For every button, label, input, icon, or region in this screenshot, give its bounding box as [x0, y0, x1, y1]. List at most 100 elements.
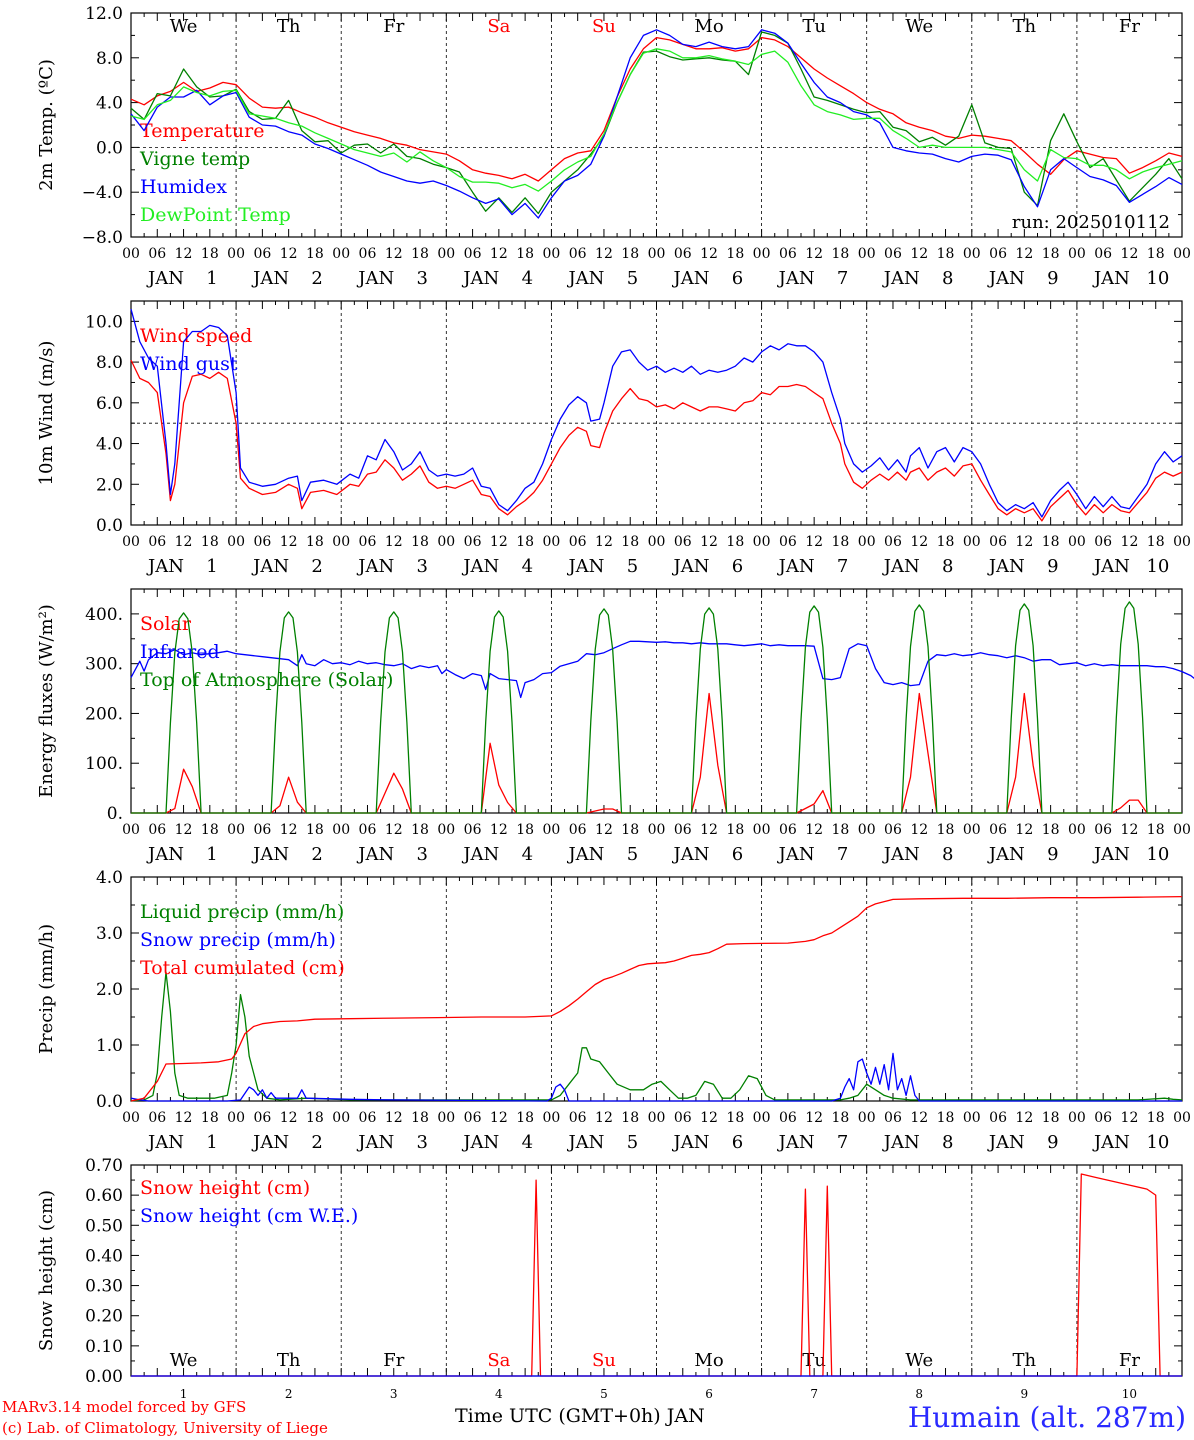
hour-tick-label: 06 [464, 246, 482, 262]
date-label-month: JAN [146, 1132, 184, 1153]
hour-tick-label: 06 [148, 246, 166, 262]
hour-tick-label: 12 [385, 1110, 403, 1126]
y-tick-label: 6.0 [96, 394, 123, 414]
hour-tick-label: 18 [306, 822, 324, 838]
date-label-day: 9 [1047, 844, 1058, 865]
date-label-day: 9 [1047, 1132, 1058, 1153]
day-number-label: 8 [915, 1387, 923, 1401]
date-label-day: 2 [311, 1132, 322, 1153]
hour-tick-label: 06 [569, 246, 587, 262]
hour-tick-label: 00 [648, 246, 666, 262]
date-label-day: 5 [627, 268, 638, 289]
hour-tick-label: 00 [332, 534, 350, 550]
date-label-month: JAN [882, 268, 920, 289]
weekday-label: Mo [694, 1350, 723, 1371]
y-tick-label: 0.70 [85, 1156, 123, 1176]
hour-tick-label: 00 [542, 534, 560, 550]
hour-tick-label: 12 [1121, 534, 1139, 550]
hour-tick-label: 00 [542, 822, 560, 838]
y-tick-label: 8.0 [96, 353, 123, 373]
series-line-temp-0 [130, 36, 1183, 182]
hour-tick-label: 00 [648, 822, 666, 838]
date-label-month: JAN [672, 268, 710, 289]
hour-tick-label: 06 [884, 822, 902, 838]
hour-tick-label: 00 [1173, 1110, 1191, 1126]
date-label-day: 3 [416, 844, 427, 865]
series-line-precip-0 [130, 971, 1183, 1102]
date-label-day: 5 [627, 844, 638, 865]
date-label-month: JAN [566, 268, 604, 289]
date-label-day: 1 [206, 556, 217, 577]
date-label-day: 3 [416, 1132, 427, 1153]
hour-tick-label: 18 [726, 822, 744, 838]
weekday-label: Mo [694, 16, 723, 37]
date-label-day: 10 [1146, 556, 1169, 577]
run-label: run: 2025010112 [1012, 212, 1170, 233]
y-axis-label: Snow height (cm) [36, 1190, 57, 1351]
series-line-wind-0 [130, 359, 1183, 522]
hour-tick-label: 06 [674, 1110, 692, 1126]
legend-entry: DewPoint Temp [140, 204, 291, 226]
date-label-day: 3 [416, 556, 427, 577]
y-axis-label: 2m Temp. (ºC) [36, 59, 57, 191]
date-label-month: JAN [251, 1132, 289, 1153]
hour-tick-label: 12 [1015, 822, 1033, 838]
hour-tick-label: 06 [359, 534, 377, 550]
legend-entry: Top of Atmosphere (Solar) [140, 669, 393, 691]
hour-tick-label: 18 [1042, 822, 1060, 838]
y-tick-label: 0.0 [96, 138, 123, 158]
y-tick-label: 0.20 [85, 1307, 123, 1327]
weekday-label: Tu [802, 1350, 826, 1371]
hour-tick-label: 06 [359, 246, 377, 262]
date-label-month: JAN [672, 844, 710, 865]
weekday-label: Su [592, 16, 616, 37]
y-tick-label: 4.0 [96, 435, 123, 455]
hour-tick-label: 18 [411, 822, 429, 838]
hour-tick-label: 06 [989, 1110, 1007, 1126]
date-label-day: 6 [732, 556, 743, 577]
weekday-label: We [905, 16, 933, 37]
hour-tick-label: 00 [227, 1110, 245, 1126]
hour-tick-label: 00 [753, 1110, 771, 1126]
date-label-day: 6 [732, 268, 743, 289]
day-number-label: 2 [285, 1387, 293, 1401]
hour-tick-label: 18 [306, 246, 324, 262]
lab-credit: (c) Lab. of Climatology, University of L… [2, 1419, 328, 1437]
hour-tick-label: 00 [648, 1110, 666, 1126]
hour-tick-label: 18 [411, 246, 429, 262]
day-number-label: 9 [1021, 1387, 1029, 1401]
date-label-month: JAN [461, 1132, 499, 1153]
legend-entry: Liquid precip (mm/h) [140, 901, 344, 923]
series-line-temp-2 [130, 29, 1183, 219]
weekday-label: Th [1013, 1350, 1037, 1371]
date-label-day: 1 [206, 268, 217, 289]
hour-tick-label: 18 [201, 1110, 219, 1126]
y-tick-label: 2.0 [96, 980, 123, 1000]
hour-tick-label: 18 [621, 534, 639, 550]
hour-tick-label: 00 [542, 246, 560, 262]
hour-tick-label: 06 [569, 822, 587, 838]
hour-tick-label: 00 [963, 534, 981, 550]
date-label-month: JAN [672, 1132, 710, 1153]
date-label-day: 8 [942, 268, 953, 289]
hour-tick-label: 18 [937, 1110, 955, 1126]
date-label-day: 6 [732, 1132, 743, 1153]
date-label-month: JAN [987, 844, 1025, 865]
hour-tick-label: 06 [779, 1110, 797, 1126]
hour-tick-label: 06 [253, 1110, 271, 1126]
hour-tick-label: 06 [674, 822, 692, 838]
hour-tick-label: 12 [700, 1110, 718, 1126]
hour-tick-label: 06 [989, 822, 1007, 838]
date-label-month: JAN [882, 844, 920, 865]
hour-tick-label: 06 [884, 1110, 902, 1126]
y-tick-label: −4.0 [82, 183, 123, 203]
series-line-precip-1 [130, 1052, 1182, 1102]
date-label-day: 8 [942, 1132, 953, 1153]
hour-tick-label: 12 [805, 822, 823, 838]
legend-entry: Snow precip (mm/h) [140, 929, 336, 951]
date-label-day: 8 [942, 844, 953, 865]
hour-tick-label: 06 [674, 534, 692, 550]
date-label-month: JAN [461, 844, 499, 865]
hour-tick-label: 00 [753, 822, 771, 838]
